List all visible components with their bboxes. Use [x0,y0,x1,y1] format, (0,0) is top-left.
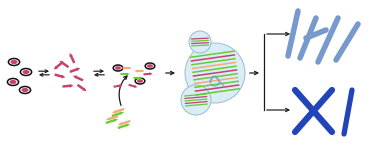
Ellipse shape [19,86,31,93]
FancyArrow shape [121,66,130,70]
FancyArrow shape [70,68,80,73]
FancyArrow shape [106,115,119,120]
FancyArrow shape [112,112,124,117]
FancyArrow shape [118,120,130,125]
FancyArrow shape [113,84,122,88]
FancyArrow shape [54,61,63,69]
Circle shape [185,43,245,103]
FancyArrow shape [118,124,130,129]
Ellipse shape [8,59,20,66]
FancyArrow shape [59,61,69,68]
Ellipse shape [145,63,155,69]
FancyArrow shape [143,72,152,75]
Circle shape [181,85,211,115]
FancyArrow shape [62,84,73,88]
Ellipse shape [135,78,145,84]
FancyArrow shape [112,108,124,113]
FancyArrow shape [121,72,130,76]
FancyArrow shape [54,73,65,78]
Circle shape [189,31,211,53]
Ellipse shape [113,65,123,71]
FancyArrow shape [135,69,144,73]
Ellipse shape [137,79,143,83]
FancyArrow shape [133,76,143,80]
Ellipse shape [23,70,29,74]
Ellipse shape [115,66,121,70]
FancyArrow shape [129,84,137,88]
FancyArrow shape [77,84,87,91]
Ellipse shape [147,64,153,68]
FancyArrow shape [105,119,118,124]
Ellipse shape [11,60,17,64]
FancyArrow shape [73,75,84,81]
FancyArrow shape [70,53,76,64]
Ellipse shape [22,88,28,92]
Ellipse shape [8,79,19,86]
Ellipse shape [9,80,17,84]
Ellipse shape [20,68,32,75]
